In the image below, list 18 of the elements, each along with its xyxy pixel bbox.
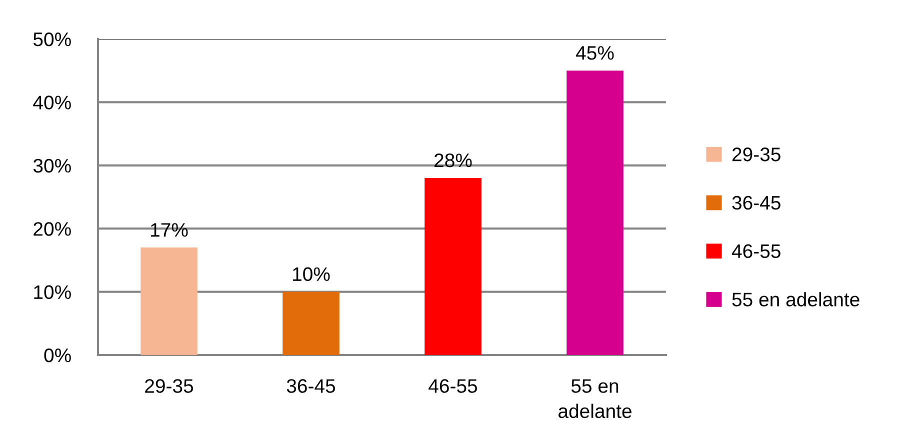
- y-tick-label: 50%: [33, 32, 71, 46]
- x-tick-label: 46-55: [428, 379, 478, 393]
- y-tick-label: 20%: [34, 222, 71, 236]
- y-tick-label: 30%: [33, 158, 71, 173]
- data-label: 45%: [576, 46, 614, 60]
- x-tick-label: 36-45: [286, 379, 336, 393]
- y-tick-label: 40%: [33, 96, 71, 110]
- x-tick-label: 55 en adelante: [558, 379, 632, 418]
- legend-label: 36-45: [732, 196, 780, 210]
- legend-label: 29-35: [732, 148, 780, 162]
- data-label: 17%: [151, 223, 188, 237]
- y-tick-label: 10%: [34, 285, 71, 300]
- data-label: 28%: [434, 153, 472, 168]
- legend-label: 55 en adelante: [732, 292, 860, 306]
- y-tick-label: 0%: [44, 348, 71, 362]
- data-label: 10%: [293, 267, 330, 282]
- legend-label: 46-55: [732, 244, 780, 258]
- x-tick-label: 29-35: [145, 379, 194, 393]
